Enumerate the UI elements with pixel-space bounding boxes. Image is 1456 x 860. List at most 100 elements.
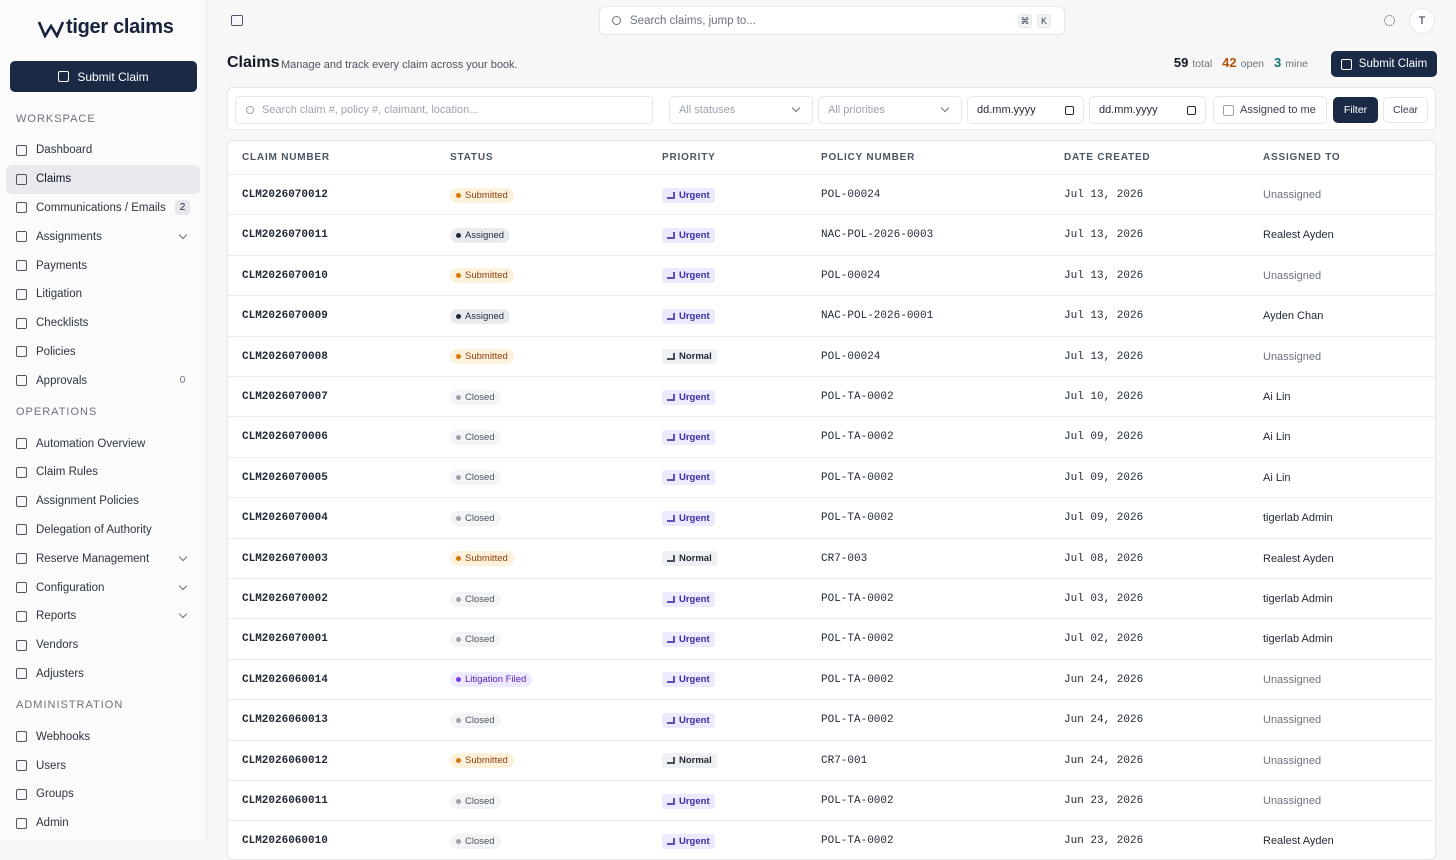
priority-select[interactable]: All priorities [818,96,962,124]
table-cell: Urgent [662,377,715,417]
assignee: Realest Ayden [1263,835,1334,848]
status-pill: Closed [450,470,501,486]
nav: WORKSPACE Dashboard Claims Communications /… [6,110,200,838]
nav-item[interactable]: Policies [6,338,200,367]
table-cell: CR7-001 [821,741,867,781]
date-placeholder: dd.mm.yyyy [977,104,1036,116]
date-from[interactable]: dd.mm.yyyy [967,96,1084,124]
nav-item[interactable]: Claim Rules [6,458,200,487]
priority-pill: Urgent [662,308,715,324]
section-title: OPERATIONS [16,406,98,419]
theme-toggle[interactable] [1384,15,1395,26]
table-cell: Submitted [450,175,514,215]
nav-item[interactable]: Adjusters [6,660,200,689]
table-row[interactable]: CLM2026060013 Closed Urgent POL-TA-0002 Jun … [228,699,1435,740]
priority-icon [667,676,675,684]
sidebar-toggle[interactable] [231,15,243,26]
status-label: Assigned [465,310,505,322]
nav-item[interactable]: Configuration [6,573,200,602]
table-row[interactable]: CLM2026070010 Submitted Urgent POL-00024 Jul… [228,254,1435,296]
priority-label: Urgent [679,391,710,403]
claim-number: CLM2026070010 [242,269,328,282]
assignee: Unassigned [1263,350,1322,363]
nav-item[interactable]: Automation Overview [6,429,200,458]
table-row[interactable]: CLM2026070003 Submitted Normal CR7-003 Jul 0… [228,537,1435,578]
nav-icon [16,202,27,214]
nav-label: Claims [36,173,72,186]
nav-label: Policies [36,345,76,358]
table-row[interactable]: CLM2026070009 Assigned Urgent NAC-POL-2026-… [228,295,1435,335]
clear-button[interactable]: Clear [1383,97,1428,123]
nav-item[interactable]: Vendors [6,631,200,660]
date-created: Jul 08, 2026 [1064,552,1144,565]
table-row[interactable]: CLM2026070005 Closed Urgent POL-TA-0002 Jul … [228,456,1435,498]
table-row[interactable]: CLM2026070011 Assigned Urgent NAC-POL-2026-… [228,214,1435,254]
filter-button[interactable]: Filter [1333,97,1378,123]
assigned-to-me[interactable]: Assigned to me [1213,96,1327,124]
table-cell: Urgent [662,619,715,659]
nav-item[interactable]: Delegation of Authority [6,516,200,545]
table-row[interactable]: CLM2026070002 Closed Urgent POL-TA-0002 Jul … [228,578,1435,618]
date-created: Jul 10, 2026 [1064,391,1144,403]
date-created: Jul 09, 2026 [1064,512,1144,525]
policy-number: POL-TA-0002 [821,512,894,525]
claim-search[interactable]: Search claim #, policy #, claimant, loca… [235,96,653,124]
table-cell: Jul 13, 2026 [1064,256,1143,296]
submit-claim-button[interactable]: Submit Claim [10,61,197,92]
table-cell: CLM2026070010 [242,256,328,296]
table-cell: Unassigned [1263,660,1321,700]
section-title: ADMINISTRATION [16,699,124,712]
status-pill: Submitted [450,268,514,284]
status-dot [456,232,461,238]
status-label: Closed [465,835,495,847]
nav-item[interactable]: Checklists [6,309,200,338]
nav-item[interactable]: Webhooks [6,722,200,751]
status-label: Closed [465,391,495,403]
nav-label: Communications / Emails [36,201,166,214]
table-row[interactable]: CLM2026070001 Closed Urgent POL-TA-0002 Jul … [228,618,1435,659]
priority-icon [667,353,675,361]
table-row[interactable]: CLM2026070006 Closed Urgent POL-TA-0002 Jul … [228,416,1435,456]
submit-claim-button[interactable]: Submit Claim [1331,51,1437,77]
nav-item[interactable]: Payments [6,251,200,280]
policy-number: CR7-001 [821,754,868,767]
nav-item[interactable]: Admin [6,809,200,838]
nav-label: Webhooks [36,730,91,743]
nav-item[interactable]: Reserve Management [6,544,200,573]
table-row[interactable]: CLM2026060014 Litigation Filed Urgent POL-T… [228,658,1435,700]
nav-item[interactable]: Assignments [6,222,200,251]
nav-item[interactable]: Assignment Policies [6,487,200,516]
table-row[interactable]: CLM2026070007 Closed Urgent POL-TA-0002 Jul … [228,376,1435,417]
table-row[interactable]: CLM2026060011 Closed Urgent POL-TA-0002 Jun … [228,780,1435,820]
chevron [178,581,188,590]
table-cell: Ai Lin [1263,458,1291,498]
date-to[interactable]: dd.mm.yyyy [1089,96,1206,124]
status-label: Closed [465,714,495,726]
nav-item[interactable]: Litigation [6,280,200,309]
avatar[interactable]: T [1409,8,1435,34]
table-row[interactable]: CLM2026060010 Closed Urgent POL-TA-0002 Jun … [228,820,1435,859]
stat-value: 3 [1274,55,1282,70]
status-select[interactable]: All statuses [669,96,813,124]
priority-icon [667,797,675,805]
nav-item[interactable]: Reports [6,602,200,631]
stat: 59 total [1174,54,1212,72]
policy-number: NAC-POL-2026-0001 [821,310,934,323]
date-created: Jun 24, 2026 [1064,754,1144,767]
nav-item[interactable]: Groups [6,780,200,809]
nav-icon [16,260,27,272]
table-cell: POL-TA-0002 [821,700,894,740]
table-cell: CLM2026070012 [242,175,328,215]
date-created: Jul 13, 2026 [1064,269,1144,282]
table-row[interactable]: CLM2026070004 Closed Urgent POL-TA-0002 Jul … [228,497,1435,537]
table-row[interactable]: CLM2026060012 Submitted Normal CR7-001 Jun 2… [228,739,1435,781]
nav-item[interactable]: Approvals 0 [6,366,200,395]
nav-item[interactable]: Claims [6,164,200,194]
nav-item[interactable]: Communications / Emails 2 [6,194,200,223]
table-row[interactable]: CLM2026070012 Submitted Urgent POL-00024 Jul… [228,174,1435,215]
nav-item[interactable]: Users [6,751,200,780]
table-row[interactable]: CLM2026070008 Submitted Normal POL-00024 Jul… [228,335,1435,376]
policy-number: NAC-POL-2026-0003 [821,229,934,242]
global-search[interactable]: Search claims, jump to... ⌘ K [599,6,1065,35]
nav-item[interactable]: Dashboard [6,136,200,165]
